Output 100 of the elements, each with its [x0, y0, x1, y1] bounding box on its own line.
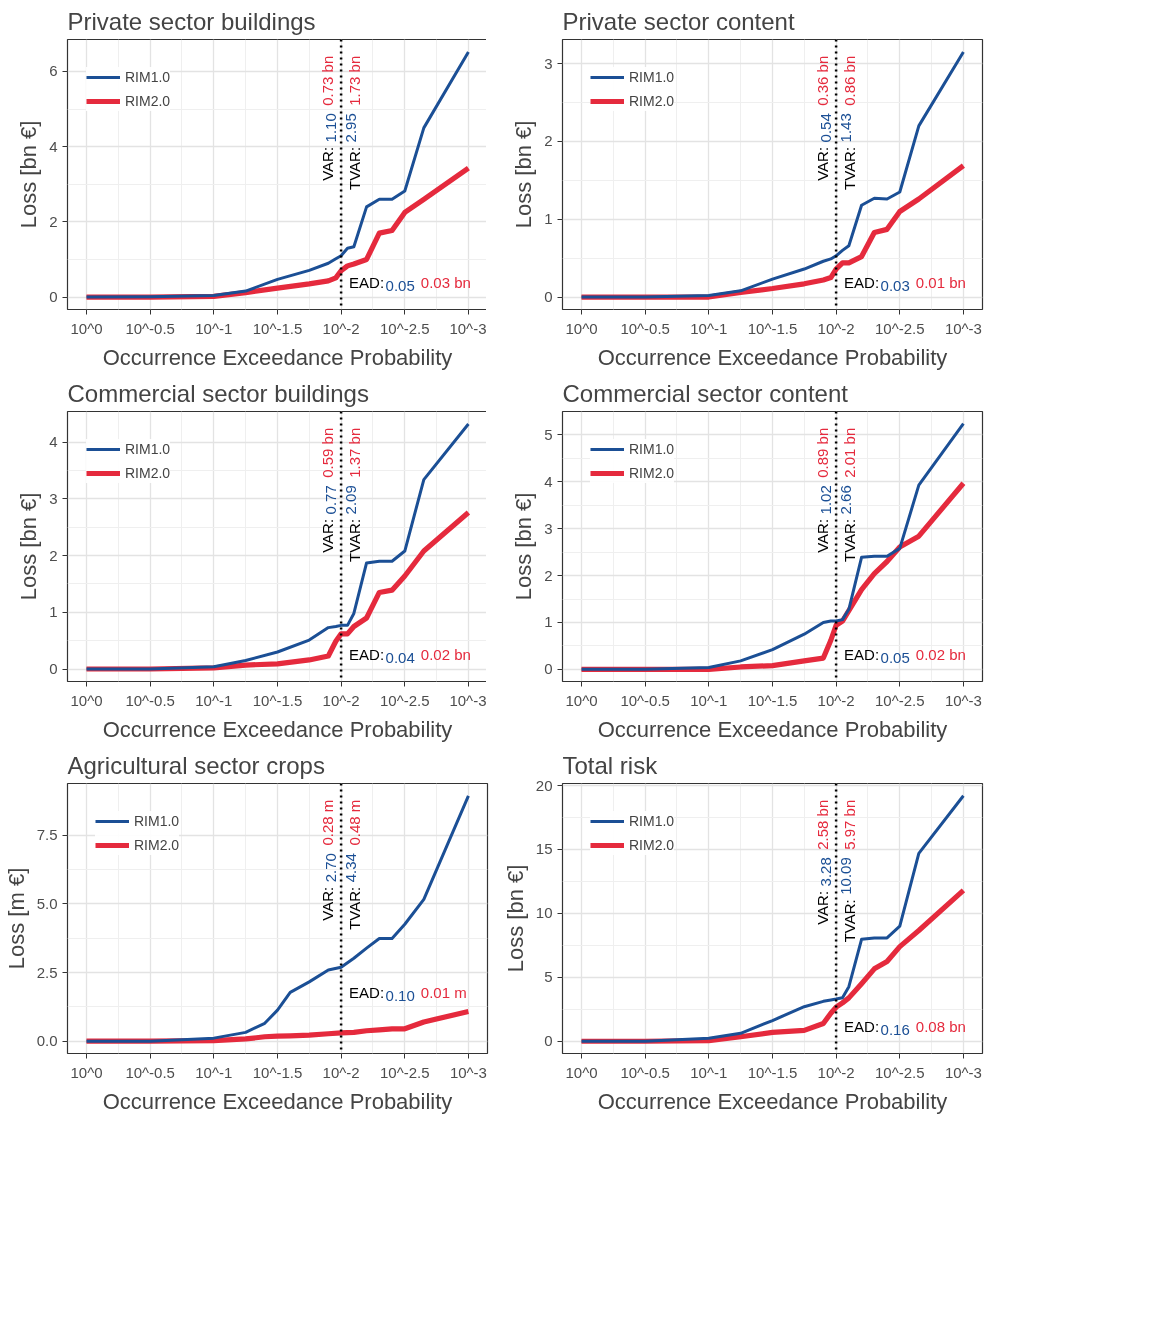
x-tick-label: 10^-2: [817, 319, 855, 337]
x-tick-label: 10^-1: [195, 319, 233, 337]
legend-label: RIM2.0: [125, 93, 171, 109]
x-tick-label: 10^-1.5: [747, 319, 798, 337]
x-tick-label: 10^0: [70, 1063, 103, 1081]
y-tick-label: 2: [49, 212, 58, 230]
annotation: 2.95: [342, 113, 360, 143]
y-axis-title: Loss [bn €]: [502, 864, 528, 973]
y-tick-label: 1: [544, 210, 553, 228]
y-axis-title: Loss [bn €]: [511, 492, 537, 601]
x-tick-label: 10^-1.5: [252, 691, 303, 709]
y-tick-label: 6: [49, 62, 58, 80]
y-tick-label: 0: [49, 288, 58, 306]
x-tick-label: 10^-2.5: [875, 319, 925, 337]
annotation: 0.54: [817, 113, 835, 143]
x-axis-title: Occurrence Exceedance Probability: [597, 716, 948, 742]
x-tick-label: 10^-2: [817, 1063, 855, 1081]
x-tick-label: 10^-0.5: [125, 319, 175, 337]
y-tick-label: 4: [544, 472, 553, 490]
x-tick-label: 10^-0.5: [125, 1063, 175, 1081]
x-tick-label: 10^-3: [449, 319, 487, 337]
chart-title: Private sector buildings: [67, 7, 316, 35]
legend-label: RIM2.0: [125, 465, 171, 481]
annotation: 0.77: [322, 485, 340, 515]
legend-label: RIM1.0: [125, 69, 171, 85]
y-tick-label: 2: [544, 566, 553, 584]
annotation: TVAR:: [841, 146, 859, 190]
y-tick-label: 0: [544, 660, 553, 678]
x-tick-label: 10^-2: [322, 319, 360, 337]
x-tick-label: 10^-2: [817, 691, 855, 709]
x-tick-label: 10^-1.5: [747, 1063, 798, 1081]
x-tick-label: 10^-1: [195, 691, 233, 709]
annotation: EAD:: [844, 273, 880, 291]
annotation: 0.48 m: [346, 799, 364, 846]
annotation: VAR:: [319, 146, 337, 181]
annotation: TVAR:: [346, 146, 364, 190]
annotation: 0.89 bn: [814, 427, 832, 478]
annotation: 0.28 m: [319, 799, 337, 846]
annotation: 0.73 bn: [319, 55, 337, 106]
chart-title: Commercial sector buildings: [67, 379, 369, 407]
annotation: 2.66: [837, 485, 855, 515]
x-axis-title: Occurrence Exceedance Probability: [102, 1088, 453, 1114]
annotation: 0.86 bn: [841, 55, 859, 106]
annotation: 0.01 m: [420, 983, 467, 1001]
y-axis-title: Loss [m €]: [3, 867, 29, 970]
y-tick-label: 0: [544, 288, 553, 306]
annotation: 10.09: [837, 857, 855, 895]
annotation: 0.01 bn: [915, 273, 966, 291]
x-tick-label: 10^0: [565, 1063, 598, 1081]
chart-title: Total risk: [562, 751, 659, 779]
x-tick-label: 10^-2.5: [380, 1063, 430, 1081]
annotation: TVAR:: [346, 518, 364, 562]
y-tick-label: 3: [544, 519, 553, 537]
annotation: 0.02 bn: [915, 645, 966, 663]
annotation: 0.05: [880, 648, 910, 666]
y-tick-label: 4: [49, 433, 58, 451]
annotation: 0.02 bn: [420, 645, 471, 663]
annotation: 1.73 bn: [346, 55, 364, 106]
x-tick-label: 10^-1: [690, 319, 728, 337]
y-tick-label: 2.5: [36, 963, 58, 981]
annotation: 0.08 bn: [915, 1017, 966, 1035]
x-tick-label: 10^-2.5: [380, 319, 430, 337]
y-tick-label: 15: [535, 840, 553, 858]
x-tick-label: 10^0: [70, 691, 103, 709]
legend-label: RIM1.0: [629, 813, 675, 829]
annotation: EAD:: [844, 645, 880, 663]
y-tick-label: 1: [49, 603, 58, 621]
y-tick-label: 4: [49, 137, 58, 155]
y-tick-label: 5.0: [36, 894, 58, 912]
annotation: 2.58 bn: [814, 799, 832, 850]
x-tick-label: 10^-2.5: [380, 691, 430, 709]
x-tick-label: 10^-2: [322, 691, 360, 709]
annotation: 1.43: [837, 113, 855, 143]
y-axis-title: Loss [bn €]: [511, 120, 537, 229]
annotation: 3.28: [817, 857, 835, 887]
x-axis-title: Occurrence Exceedance Probability: [102, 716, 453, 742]
chart-title: Private sector content: [562, 7, 795, 35]
annotation: 1.02: [817, 485, 835, 515]
annotation: 0.05: [385, 276, 415, 294]
x-tick-label: 10^-1.5: [252, 319, 303, 337]
x-tick-label: 10^-3: [449, 1063, 487, 1081]
y-tick-label: 1: [544, 613, 553, 631]
legend-label: RIM2.0: [629, 837, 675, 853]
legend-label: RIM1.0: [629, 69, 675, 85]
y-tick-label: 5: [544, 425, 553, 443]
annotation: 0.36 bn: [814, 55, 832, 106]
x-tick-label: 10^-2.5: [875, 691, 925, 709]
y-tick-label: 20: [535, 776, 553, 794]
legend-label: RIM1.0: [629, 441, 675, 457]
x-tick-label: 10^-0.5: [620, 1063, 670, 1081]
x-tick-label: 10^0: [565, 691, 598, 709]
annotation: 0.59 bn: [319, 427, 337, 478]
annotation: TVAR:: [841, 899, 859, 943]
legend-label: RIM1.0: [134, 813, 180, 829]
annotation: 1.10: [322, 113, 340, 143]
y-tick-label: 3: [544, 54, 553, 72]
annotation: 0.03 bn: [420, 273, 471, 291]
x-axis-title: Occurrence Exceedance Probability: [102, 344, 453, 370]
x-tick-label: 10^-3: [449, 691, 487, 709]
y-tick-label: 7.5: [36, 826, 58, 844]
